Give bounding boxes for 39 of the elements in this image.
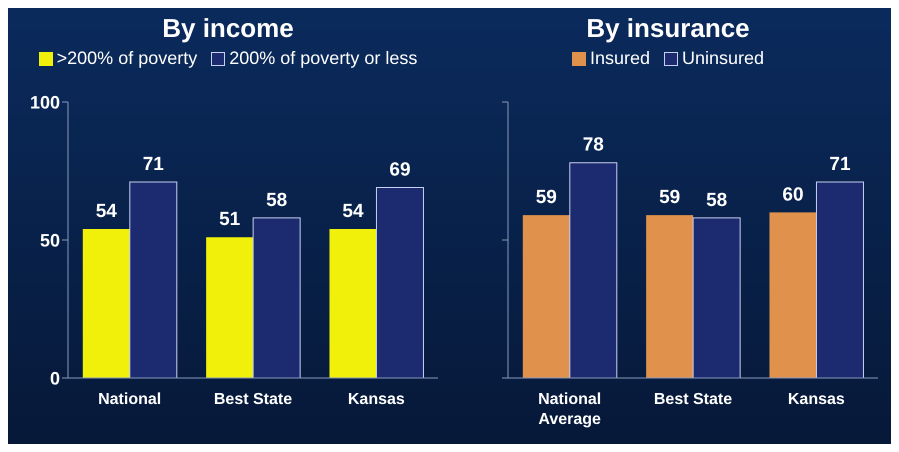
- data-label: 71: [142, 154, 164, 176]
- data-label: 51: [219, 209, 241, 230]
- x-tick-label: Best State: [654, 391, 732, 408]
- data-label: 78: [582, 134, 604, 156]
- chart-title: By income: [161, 12, 295, 45]
- data-label: 58: [266, 190, 288, 211]
- bar: [692, 217, 741, 378]
- x-tick-label: Kansas: [348, 391, 405, 408]
- x-tick-label: National Average: [538, 391, 602, 428]
- data-label: 59: [659, 187, 680, 208]
- data-label: 71: [829, 154, 851, 176]
- legend-label: >200% of poverty: [56, 48, 198, 69]
- bar: [646, 215, 694, 378]
- bar: [522, 215, 570, 378]
- data-label: 60: [782, 184, 804, 206]
- y-tick-label: 100: [30, 92, 60, 112]
- x-tick-label: Best State: [214, 391, 292, 408]
- y-tick-label: 0: [50, 368, 60, 388]
- bar: [206, 237, 254, 378]
- data-label: 59: [536, 187, 557, 208]
- data-label: 58: [706, 190, 728, 211]
- legend-label: 200% of poverty or less: [229, 48, 418, 69]
- bar: [252, 217, 301, 378]
- bar: [129, 182, 178, 378]
- legend-label: Insured: [590, 48, 650, 69]
- bar: [569, 162, 618, 378]
- data-label: 69: [389, 160, 411, 181]
- data-label: 54: [96, 200, 118, 222]
- x-tick-label: National: [98, 391, 162, 408]
- data-label: 54: [342, 200, 364, 222]
- bar: [769, 212, 816, 378]
- bar: [816, 182, 864, 378]
- x-tick-label: Kansas: [788, 391, 845, 408]
- y-tick-label: 50: [40, 230, 60, 250]
- bar: [82, 228, 130, 378]
- legend-label: Uninsured: [682, 48, 764, 69]
- bar: [376, 187, 424, 378]
- chart-title: By insurance: [585, 12, 751, 45]
- bar: [329, 228, 376, 378]
